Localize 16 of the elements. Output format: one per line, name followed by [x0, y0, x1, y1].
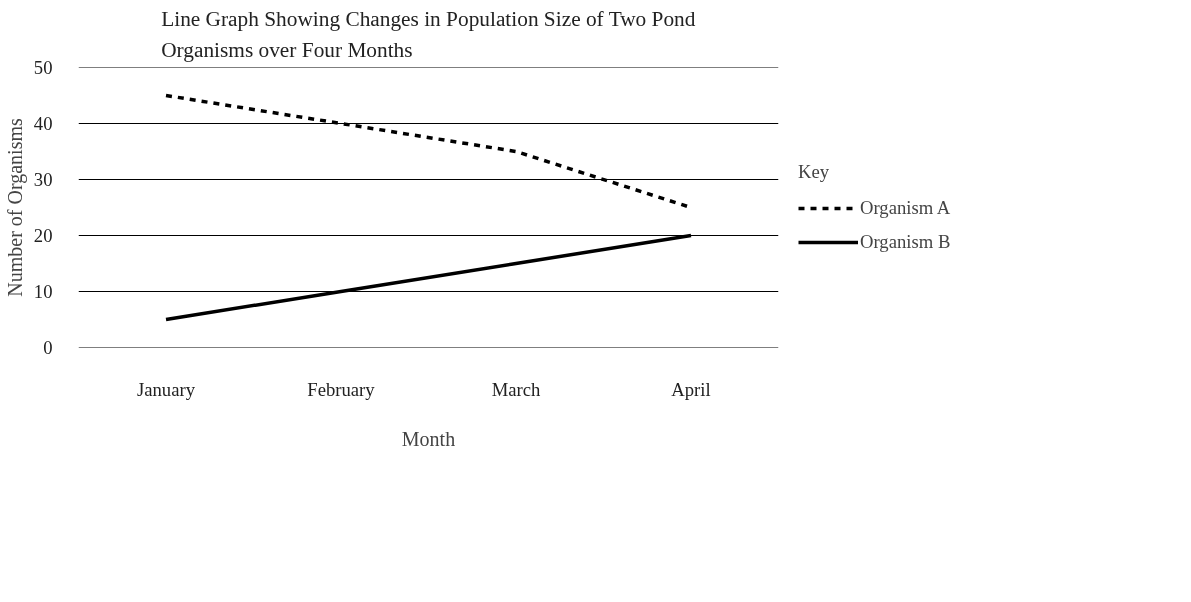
y-tick-label: 50 [33, 57, 53, 78]
x-tick-label: February [307, 378, 376, 400]
y-tick-label: 40 [33, 113, 53, 134]
x-tick-label: April [671, 378, 711, 400]
chart-title: Line Graph Showing Changes in Population Size of Two Pond Organisms over Four Months [161, 7, 696, 63]
y-tick-label: 20 [33, 225, 53, 246]
x-tick-label: March [491, 378, 542, 400]
x-tick-label: January [136, 378, 196, 400]
y-axis-title: Number of Organisms [3, 118, 27, 297]
legend-label: Organism A [860, 197, 951, 219]
legend-title: Key [798, 161, 831, 183]
y-tick-label: 0 [43, 337, 53, 358]
legend-label: Organism B [860, 231, 951, 253]
y-tick-label: 30 [33, 169, 53, 190]
y-tick-label: 10 [33, 281, 53, 302]
x-axis-title: Month [401, 427, 456, 450]
